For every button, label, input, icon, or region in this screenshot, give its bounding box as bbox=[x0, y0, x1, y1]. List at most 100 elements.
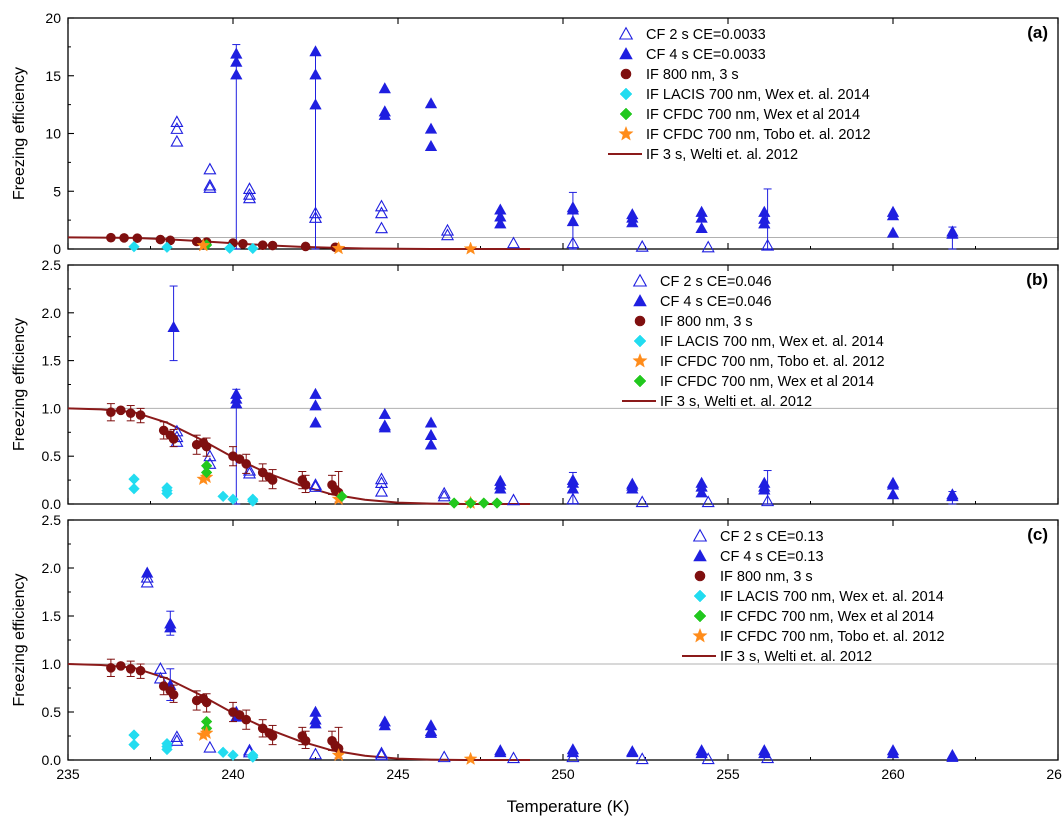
legend-swatch bbox=[632, 273, 648, 287]
y-tick-label: 5 bbox=[53, 183, 61, 199]
legend-swatch bbox=[693, 549, 707, 562]
data-point bbox=[309, 98, 322, 110]
legend-swatch bbox=[692, 627, 708, 643]
data-point bbox=[168, 434, 179, 444]
data-point bbox=[116, 661, 126, 671]
data-point bbox=[241, 714, 251, 725]
legend-label: CF 4 s CE=0.046 bbox=[660, 294, 772, 310]
legend-label: IF CFDC 700 nm, Wex et al 2014 bbox=[660, 374, 874, 390]
data-point bbox=[161, 487, 173, 500]
data-point bbox=[234, 454, 245, 464]
data-point bbox=[242, 191, 257, 204]
x-tick-label: 240 bbox=[221, 766, 245, 782]
x-axis-label: Temperature (K) bbox=[507, 797, 630, 816]
series-1 bbox=[167, 285, 959, 505]
data-point bbox=[437, 486, 451, 499]
legend-swatch bbox=[633, 334, 647, 348]
y-tick-label: 2.5 bbox=[42, 257, 62, 273]
data-point bbox=[116, 405, 126, 416]
y-tick-label: 0 bbox=[53, 241, 61, 257]
data-point bbox=[170, 122, 184, 134]
data-point bbox=[300, 480, 311, 490]
data-point bbox=[424, 416, 438, 428]
data-point bbox=[267, 240, 278, 251]
legend-label: IF 800 nm, 3 s bbox=[720, 569, 813, 585]
data-point bbox=[378, 719, 391, 731]
data-point bbox=[506, 236, 521, 249]
data-point bbox=[566, 215, 580, 227]
data-point bbox=[635, 495, 649, 508]
x-tick-label: 255 bbox=[716, 766, 740, 782]
data-point bbox=[374, 221, 389, 234]
data-point bbox=[626, 746, 639, 758]
data-point bbox=[257, 723, 268, 734]
data-point bbox=[374, 746, 389, 759]
legend-swatch bbox=[619, 107, 633, 121]
legend-label: IF 3 s, Welti et. al. 2012 bbox=[646, 147, 798, 163]
legend: CF 2 s CE=0.0033 CF 4 s CE=0.0033 IF 800 n… bbox=[608, 26, 871, 163]
data-point bbox=[374, 476, 389, 489]
data-point bbox=[132, 233, 143, 243]
panel-1: 0.0 0.5 1.0 1.5 2.0 2.5 Freezing efficiency (b)… bbox=[11, 257, 1059, 512]
legend-label: IF 800 nm, 3 s bbox=[646, 67, 739, 83]
data-point bbox=[494, 746, 507, 758]
legend-label: CF 2 s CE=0.046 bbox=[660, 274, 772, 290]
legend-swatch bbox=[693, 609, 707, 623]
data-point bbox=[308, 747, 323, 760]
data-point bbox=[494, 482, 507, 494]
data-point bbox=[566, 492, 580, 505]
data-point bbox=[424, 726, 438, 738]
data-point bbox=[464, 497, 477, 509]
panel-0: 0 5 10 15 20 Freezing efficiency (a) CF 2 s CE=… bbox=[11, 10, 1059, 257]
panel-label: (a) bbox=[1027, 23, 1048, 42]
data-point bbox=[378, 421, 391, 433]
data-point bbox=[141, 566, 154, 578]
data-point bbox=[241, 459, 251, 469]
data-point bbox=[106, 663, 116, 673]
data-point bbox=[200, 466, 213, 479]
data-point bbox=[635, 752, 649, 765]
legend-label: IF LACIS 700 nm, Wex et. al. 2014 bbox=[720, 589, 944, 605]
data-point bbox=[227, 493, 239, 505]
legend: CF 2 s CE=0.13 CF 4 s CE=0.13 IF 800 nm, 3… bbox=[682, 528, 945, 665]
legend-label: IF 3 s, Welti et. al. 2012 bbox=[720, 649, 872, 665]
data-point bbox=[170, 134, 184, 147]
series-0 bbox=[140, 570, 775, 765]
data-point bbox=[170, 734, 184, 746]
data-point bbox=[374, 472, 389, 485]
legend-swatch bbox=[634, 315, 646, 327]
data-point bbox=[203, 162, 217, 175]
data-point bbox=[494, 217, 507, 229]
data-point bbox=[437, 750, 451, 763]
data-point bbox=[440, 228, 455, 241]
data-point bbox=[424, 97, 438, 109]
data-point bbox=[170, 115, 184, 127]
data-point bbox=[203, 740, 217, 753]
series-5 bbox=[196, 238, 478, 255]
data-point bbox=[161, 743, 173, 756]
y-tick-label: 0.5 bbox=[42, 704, 62, 720]
legend-swatch bbox=[619, 87, 633, 101]
data-point bbox=[106, 407, 116, 418]
data-point bbox=[378, 82, 391, 94]
panel-label: (b) bbox=[1026, 270, 1048, 289]
series-0 bbox=[170, 115, 775, 253]
y-tick-label: 2.5 bbox=[42, 512, 62, 528]
data-point bbox=[336, 490, 348, 503]
data-point bbox=[300, 735, 311, 746]
x-tick-label: 235 bbox=[56, 766, 80, 782]
data-point bbox=[161, 241, 173, 254]
data-point bbox=[701, 240, 715, 253]
data-point bbox=[168, 689, 179, 700]
data-point bbox=[217, 490, 229, 503]
data-point bbox=[761, 238, 775, 251]
data-point bbox=[199, 725, 214, 740]
plot-frame bbox=[67, 17, 1059, 250]
data-point bbox=[566, 482, 580, 494]
data-point bbox=[378, 108, 391, 120]
data-point bbox=[758, 747, 771, 759]
legend-label: IF CFDC 700 nm, Wex et al 2014 bbox=[720, 609, 934, 625]
y-tick-label: 1.0 bbox=[42, 400, 62, 416]
series-2 bbox=[106, 658, 344, 759]
